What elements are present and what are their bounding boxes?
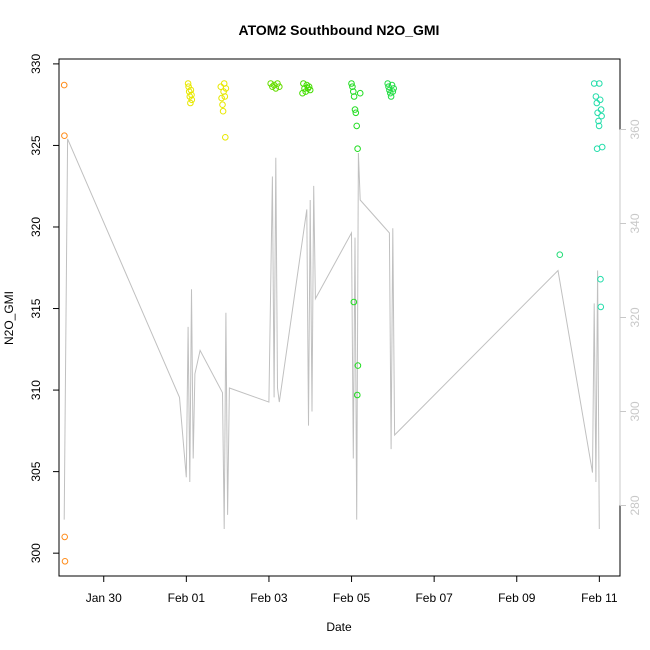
y-axis-label: N2O_GMI [2,291,16,345]
data-point [556,251,564,258]
data-point [350,88,357,95]
data-point [354,362,362,369]
data-point [188,91,195,99]
data-point [267,80,275,87]
y-tick-label: 305 [29,461,43,481]
y2-tick-label: 360 [628,119,642,139]
data-point [596,96,604,104]
data-point [389,88,397,95]
data-point [61,558,69,565]
y-tick-label: 315 [29,298,43,318]
secondary-y-axis: 280 300 320 340 360 [619,119,642,516]
y-tick-label: 300 [29,543,43,563]
y2-tick-label: 280 [628,495,642,515]
data-point [597,303,605,311]
data-point [386,86,393,94]
data-point [61,132,68,139]
y-tick-label: 325 [29,135,43,155]
data-point [592,93,600,100]
data-point [350,93,358,100]
data-point [300,80,307,87]
data-point [356,89,364,97]
data-point [61,533,68,541]
data-point [384,80,392,87]
y2-tick-label: 320 [628,307,642,327]
data-point [305,83,313,90]
x-axis-label: Date [326,620,352,634]
x-tick-label: Feb 05 [333,591,371,605]
x-tick-label: Feb 11 [581,591,618,605]
y-tick-label: 320 [29,217,43,237]
y2-tick-label: 300 [628,401,642,421]
data-point [349,83,356,90]
data-point [276,83,283,90]
data-point [187,86,195,94]
x-tick-label: Jan 30 [86,591,122,605]
data-point [595,122,603,130]
data-point [299,89,306,97]
data-point [186,93,194,100]
data-point [187,99,194,107]
y2-tick-label: 340 [628,213,642,233]
data-point [274,80,281,87]
data-point [353,122,361,130]
data-point [351,106,359,113]
data-point [390,85,398,92]
data-point [219,107,227,115]
data-point [352,109,360,117]
data-point [306,86,314,94]
plot-frame [58,58,621,577]
data-point [354,145,361,152]
data-point [188,96,196,104]
data-point [388,81,396,89]
data-point [593,145,601,152]
data-point [598,112,605,120]
data-point [222,134,229,141]
data-point [596,80,603,87]
data-point [354,391,361,399]
data-point [590,80,598,87]
data-point [350,298,358,306]
y-axis: 300 305 310 315 320 325 330 [29,54,60,563]
data-point [595,117,602,125]
y-tick-label: 310 [29,380,43,400]
x-tick-label: Feb 01 [168,591,206,605]
data-point [218,94,225,102]
data-point [597,106,605,113]
altitude-line [63,138,600,530]
x-axis: Jan 30 Feb 01 Feb 03 Feb 05 Feb 07 Feb 09 Feb … [86,575,618,605]
data-point [597,275,604,283]
data-point [593,99,601,107]
chart-title: ATOM2 Southbound N2O_GMI [239,22,440,38]
data-point [222,85,230,92]
data-point [219,101,226,108]
y-tick-label: 330 [29,54,43,74]
x-tick-label: Feb 09 [498,591,536,605]
x-tick-label: Feb 07 [415,591,453,605]
data-point [348,80,355,87]
data-point [269,83,276,90]
data-points-layer [60,80,606,565]
data-point [221,93,229,100]
x-tick-label: Feb 03 [250,591,288,605]
data-point [184,80,192,87]
data-point [60,81,68,89]
altitude-line-layer [63,138,600,530]
